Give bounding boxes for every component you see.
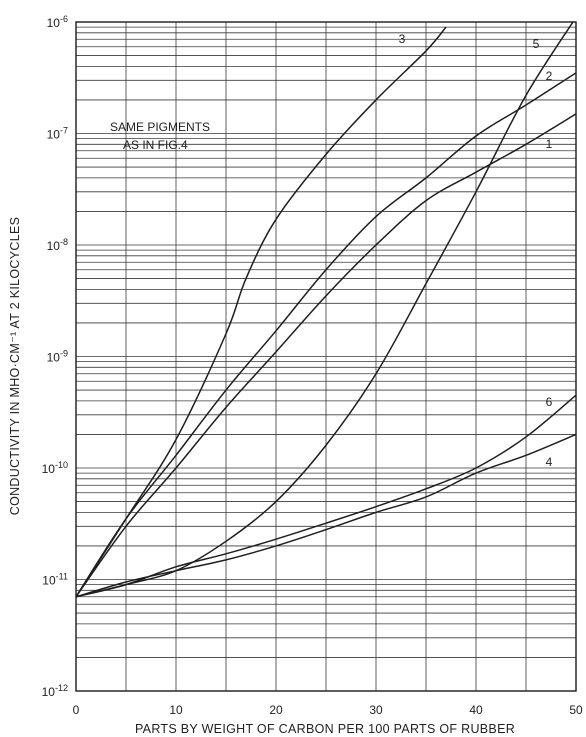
- series-curve-1: [76, 113, 576, 598]
- x-tick-label: 50: [569, 703, 583, 717]
- plot-frame: [75, 21, 577, 692]
- series-curves: [76, 22, 576, 598]
- series-label-3: 3: [399, 32, 406, 46]
- series-labels: 3 5 2 1 6 4: [399, 32, 553, 469]
- annotation-line-2: AS IN FIG.4: [123, 138, 188, 152]
- series-label-1: 1: [546, 137, 553, 151]
- x-tick-label: 20: [269, 703, 283, 717]
- x-tick-label: 40: [469, 703, 483, 717]
- series-label-5: 5: [533, 37, 540, 51]
- series-label-4: 4: [546, 455, 553, 469]
- series-curve-3: [76, 26, 447, 598]
- x-tick-label: 0: [73, 703, 80, 717]
- y-tick-label: 10-6: [47, 14, 68, 30]
- y-tick-label: 10-10: [42, 460, 68, 476]
- annotation-line-1: SAME PIGMENTS: [110, 120, 210, 134]
- x-axis-title: PARTS BY WEIGHT OF CARBON PER 100 PARTS …: [135, 722, 515, 736]
- x-tick-label: 30: [369, 703, 383, 717]
- annotation-note: SAME PIGMENTS AS IN FIG.4: [110, 120, 210, 152]
- axis-ticks: 0 10 20 30 40 50 10-12 10-11 10-10 10-9 10-8 10-7 10…: [42, 14, 583, 717]
- y-tick-label: 10-9: [47, 349, 68, 365]
- series-label-2: 2: [546, 69, 553, 83]
- series-label-6: 6: [546, 395, 553, 409]
- series-curve-2: [76, 72, 576, 598]
- y-axis-title: CONDUCTIVITY IN MHO·CM⁻¹ AT 2 KILOCYCLES: [8, 217, 22, 516]
- y-tick-label: 10-8: [47, 237, 68, 253]
- y-tick-label: 10-11: [42, 572, 68, 588]
- series-curve-6: [76, 394, 576, 598]
- series-curve-4: [76, 433, 576, 598]
- y-tick-label: 10-12: [42, 683, 68, 699]
- x-tick-label: 10: [169, 703, 183, 717]
- y-tick-label: 10-7: [47, 126, 68, 142]
